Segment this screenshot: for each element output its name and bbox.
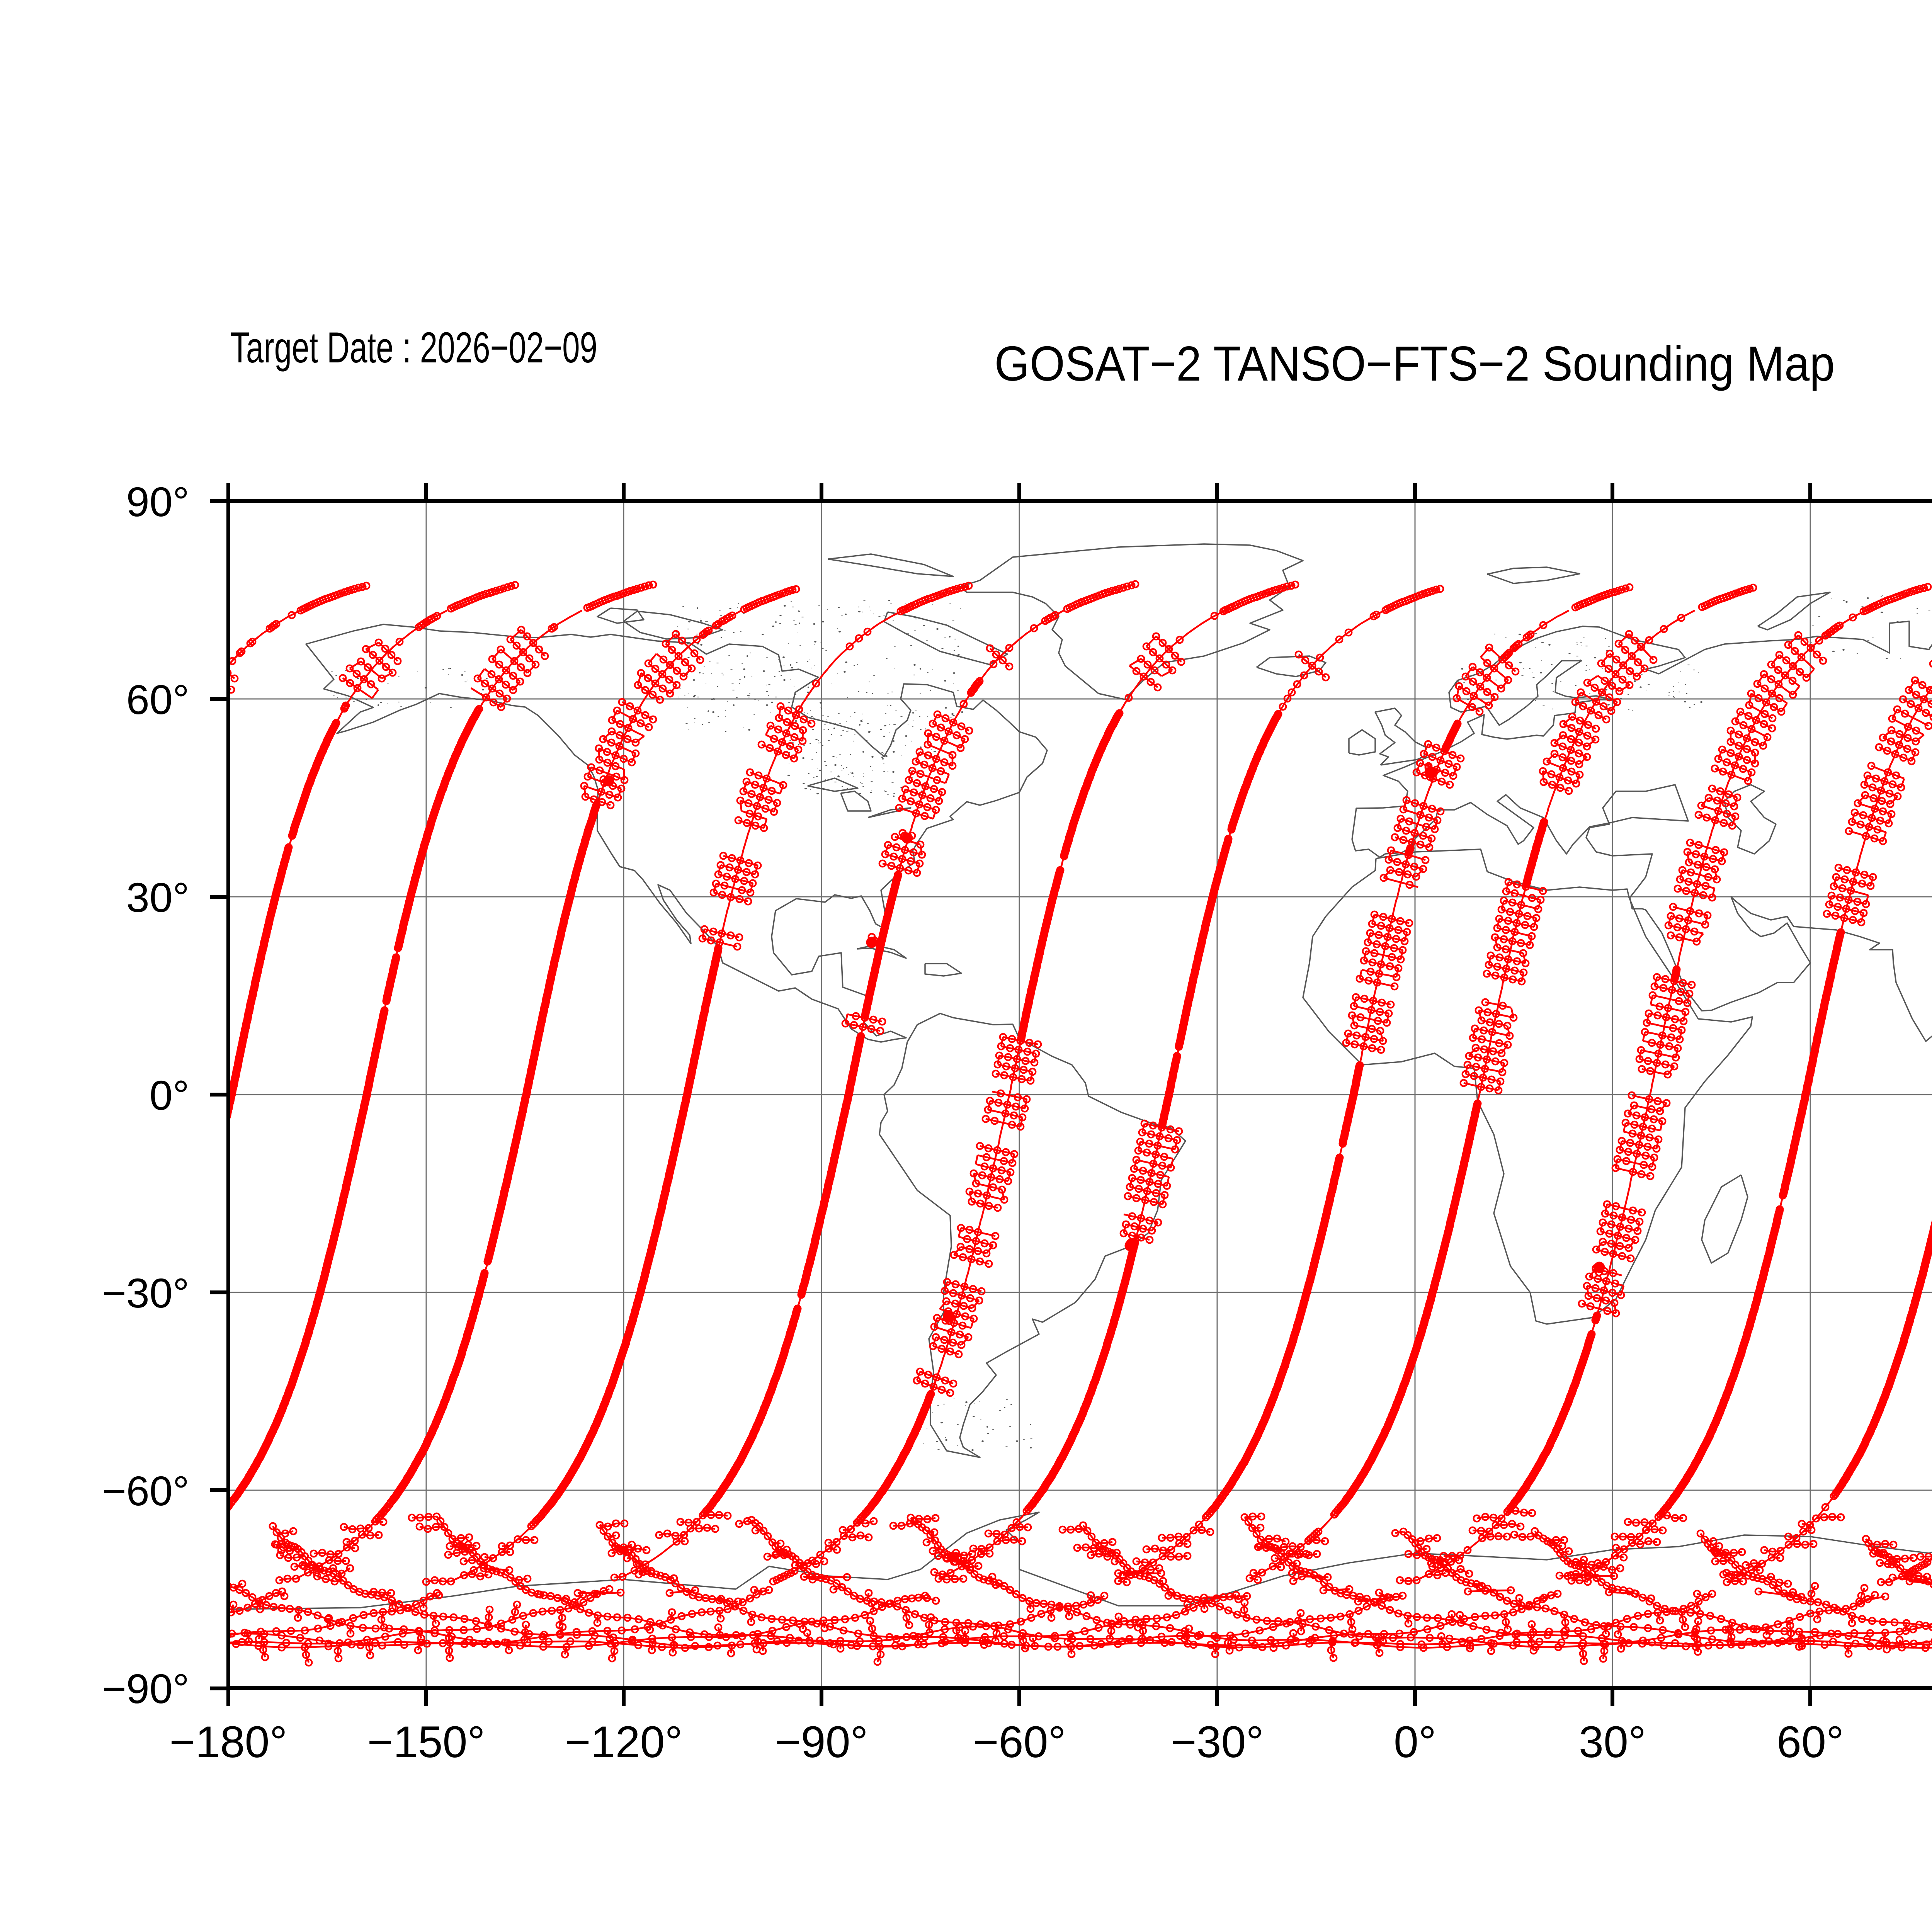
svg-text:−30°: −30° bbox=[102, 1270, 189, 1316]
svg-text:30°: 30° bbox=[126, 874, 189, 921]
svg-text:−180°: −180° bbox=[169, 1717, 287, 1767]
svg-text:−150°: −150° bbox=[367, 1717, 485, 1767]
svg-text:−60°: −60° bbox=[973, 1717, 1066, 1767]
svg-text:Target Date : 2026−02−09: Target Date : 2026−02−09 bbox=[230, 323, 597, 372]
svg-text:−30°: −30° bbox=[1170, 1717, 1264, 1767]
svg-text:−60°: −60° bbox=[102, 1467, 189, 1514]
svg-text:−90°: −90° bbox=[775, 1717, 868, 1767]
svg-text:−90°: −90° bbox=[102, 1665, 189, 1712]
svg-text:0°: 0° bbox=[150, 1072, 189, 1119]
svg-text:90°: 90° bbox=[126, 478, 189, 525]
svg-text:0°: 0° bbox=[1394, 1717, 1436, 1767]
svg-text:−120°: −120° bbox=[565, 1717, 682, 1767]
svg-text:GOSAT−2 TANSO−FTS−2 Sounding M: GOSAT−2 TANSO−FTS−2 Sounding Map bbox=[995, 336, 1835, 391]
svg-text:60°: 60° bbox=[1777, 1717, 1844, 1767]
svg-text:30°: 30° bbox=[1579, 1717, 1646, 1767]
svg-text:60°: 60° bbox=[126, 676, 189, 723]
